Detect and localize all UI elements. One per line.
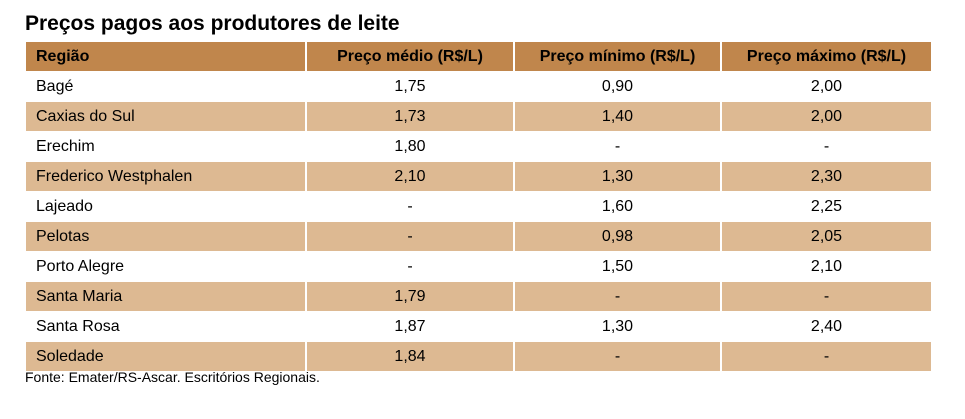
cell-max-price: 2,05 (721, 221, 931, 252)
cell-min-price: - (514, 341, 722, 371)
cell-avg-price: 1,73 (306, 101, 515, 132)
table-row: Erechim 1,80 - - (26, 131, 931, 162)
cell-avg-price: 1,80 (306, 131, 515, 162)
cell-region: Lajeado (26, 191, 307, 222)
cell-max-price: 2,00 (721, 101, 931, 132)
cell-avg-price: - (306, 221, 515, 252)
cell-max-price: - (721, 281, 931, 312)
cell-min-price: 1,30 (514, 311, 722, 342)
cell-region: Bagé (26, 71, 307, 102)
cell-avg-price: 1,84 (306, 341, 515, 371)
table-header-row: Região Preço médio (R$/L) Preço mínimo (… (26, 42, 931, 72)
page-title: Preços pagos aos produtores de leite (25, 12, 400, 35)
cell-max-price: 2,10 (721, 251, 931, 282)
table-row: Santa Maria 1,79 - - (26, 281, 931, 312)
source-note: Fonte: Emater/RS-Ascar. Escritórios Regi… (25, 369, 320, 385)
cell-region: Caxias do Sul (26, 101, 307, 132)
cell-max-price: 2,40 (721, 311, 931, 342)
cell-min-price: 1,40 (514, 101, 722, 132)
cell-min-price: 1,60 (514, 191, 722, 222)
header-min-price: Preço mínimo (R$/L) (514, 42, 722, 72)
cell-max-price: 2,25 (721, 191, 931, 222)
cell-region: Pelotas (26, 221, 307, 252)
header-max-price: Preço máximo (R$/L) (721, 42, 931, 72)
cell-min-price: 0,90 (514, 71, 722, 102)
table-row: Santa Rosa 1,87 1,30 2,40 (26, 311, 931, 342)
cell-max-price: - (721, 341, 931, 371)
cell-max-price: - (721, 131, 931, 162)
cell-region: Erechim (26, 131, 307, 162)
cell-avg-price: 2,10 (306, 161, 515, 192)
cell-region: Santa Maria (26, 281, 307, 312)
cell-min-price: - (514, 281, 722, 312)
cell-avg-price: 1,87 (306, 311, 515, 342)
cell-max-price: 2,30 (721, 161, 931, 192)
cell-avg-price: - (306, 191, 515, 222)
table-row: Pelotas - 0,98 2,05 (26, 221, 931, 252)
cell-avg-price: - (306, 251, 515, 282)
cell-min-price: 0,98 (514, 221, 722, 252)
table-row: Bagé 1,75 0,90 2,00 (26, 71, 931, 102)
header-region: Região (26, 42, 307, 72)
cell-region: Santa Rosa (26, 311, 307, 342)
cell-avg-price: 1,75 (306, 71, 515, 102)
cell-avg-price: 1,79 (306, 281, 515, 312)
table-row: Caxias do Sul 1,73 1,40 2,00 (26, 101, 931, 132)
table-row: Soledade 1,84 - - (26, 341, 931, 371)
cell-min-price: 1,30 (514, 161, 722, 192)
prices-table: Região Preço médio (R$/L) Preço mínimo (… (26, 42, 931, 371)
cell-region: Porto Alegre (26, 251, 307, 282)
table-row: Lajeado - 1,60 2,25 (26, 191, 931, 222)
cell-region: Soledade (26, 341, 307, 371)
table-row: Frederico Westphalen 2,10 1,30 2,30 (26, 161, 931, 192)
cell-max-price: 2,00 (721, 71, 931, 102)
cell-min-price: 1,50 (514, 251, 722, 282)
header-avg-price: Preço médio (R$/L) (306, 42, 515, 72)
cell-region: Frederico Westphalen (26, 161, 307, 192)
cell-min-price: - (514, 131, 722, 162)
table-row: Porto Alegre - 1,50 2,10 (26, 251, 931, 282)
